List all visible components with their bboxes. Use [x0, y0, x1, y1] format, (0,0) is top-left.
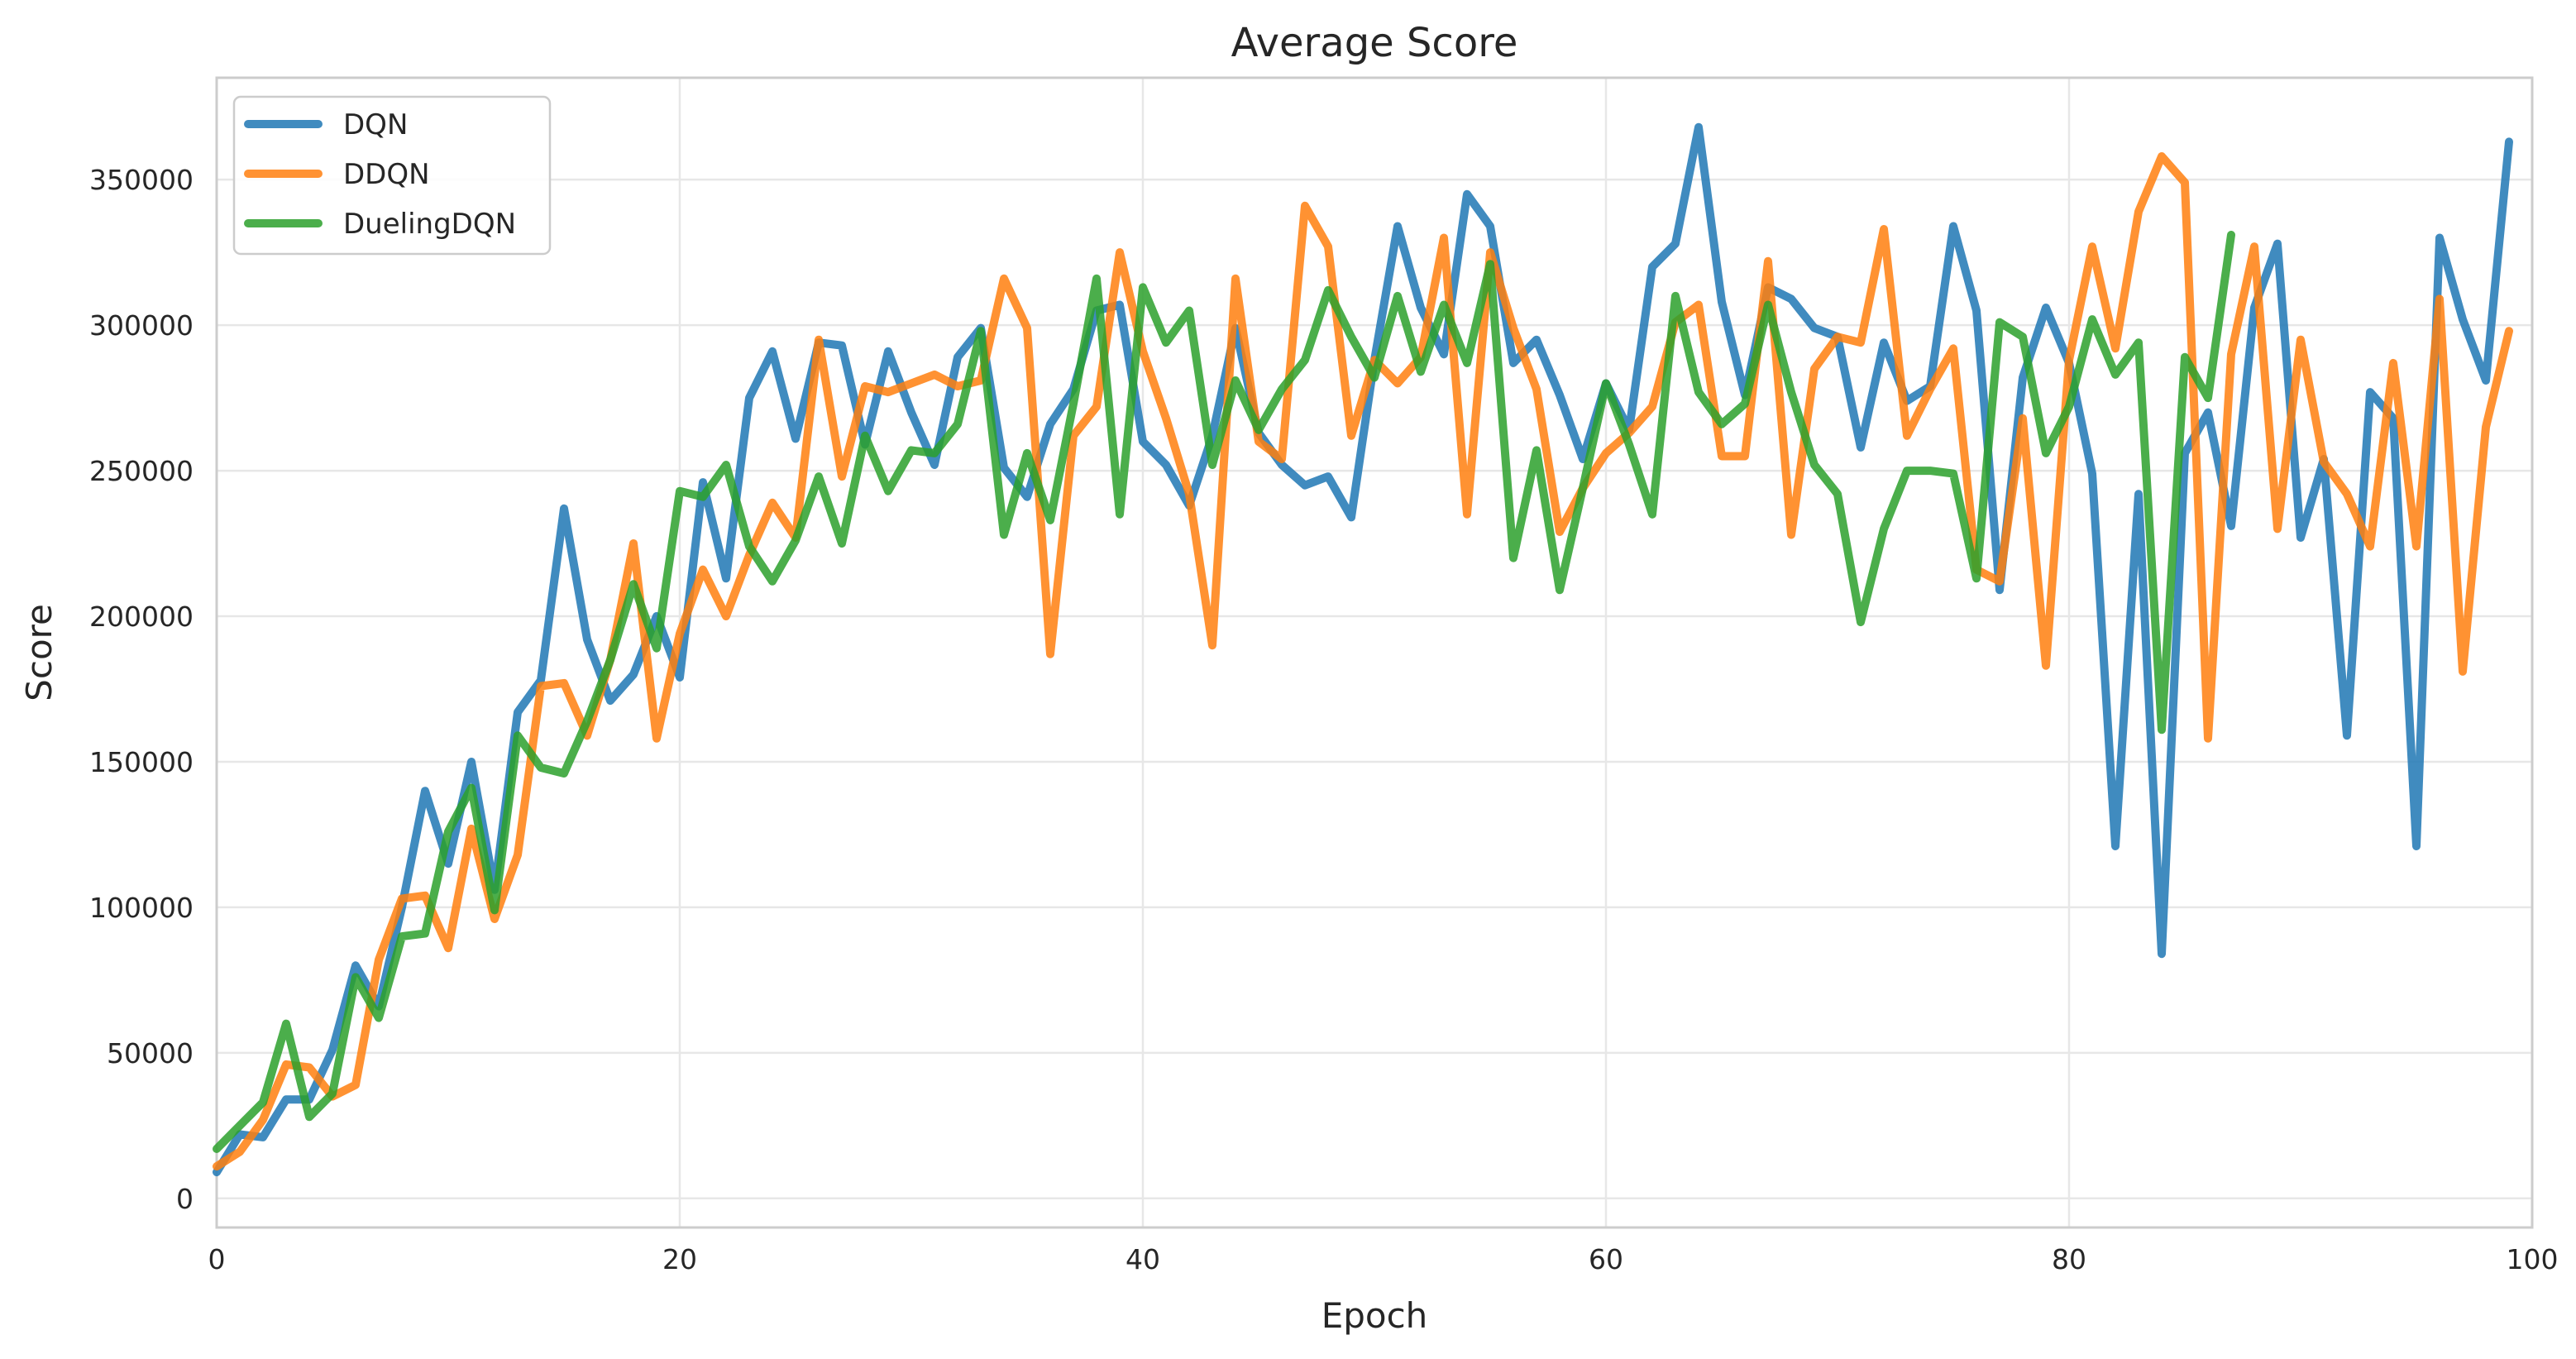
x-tick-label: 20 [662, 1243, 697, 1275]
y-tick-label: 0 [176, 1183, 194, 1215]
x-tick-label: 60 [1589, 1243, 1623, 1275]
series-line-dqn [213, 122, 2513, 1177]
series-group [213, 122, 2513, 1177]
y-tick-label: 350000 [89, 164, 194, 196]
x-tick-labels: 0 20 40 60 80 100 [208, 1243, 2559, 1275]
chart-title: Average Score [1231, 20, 1518, 66]
x-axis-label: Epoch [1321, 1295, 1428, 1336]
x-tick-label: 80 [2052, 1243, 2086, 1275]
y-tick-label: 50000 [107, 1037, 194, 1069]
x-tick-label: 100 [2507, 1243, 2559, 1275]
legend: DQN DDQN DuelingDQN [232, 95, 552, 256]
legend-label-duelingdqn: DuelingDQN [343, 208, 516, 241]
y-tick-label: 150000 [89, 746, 194, 778]
plot-frame [215, 76, 2534, 1229]
y-tick-labels: 0 50000 100000 150000 200000 250000 300000 3500… [89, 164, 194, 1215]
x-tick-label: 40 [1126, 1243, 1160, 1275]
series-line-duelingdqn [213, 231, 2235, 1153]
y-tick-label: 200000 [89, 601, 194, 633]
y-tick-label: 250000 [89, 455, 194, 487]
x-tick-label: 0 [208, 1243, 226, 1275]
legend-box [232, 95, 552, 256]
y-axis-label: Score [19, 604, 60, 701]
legend-label-ddqn: DDQN [343, 158, 430, 191]
y-tick-label: 100000 [89, 892, 194, 924]
legend-label-dqn: DQN [343, 108, 408, 141]
y-tick-label: 300000 [89, 309, 194, 342]
